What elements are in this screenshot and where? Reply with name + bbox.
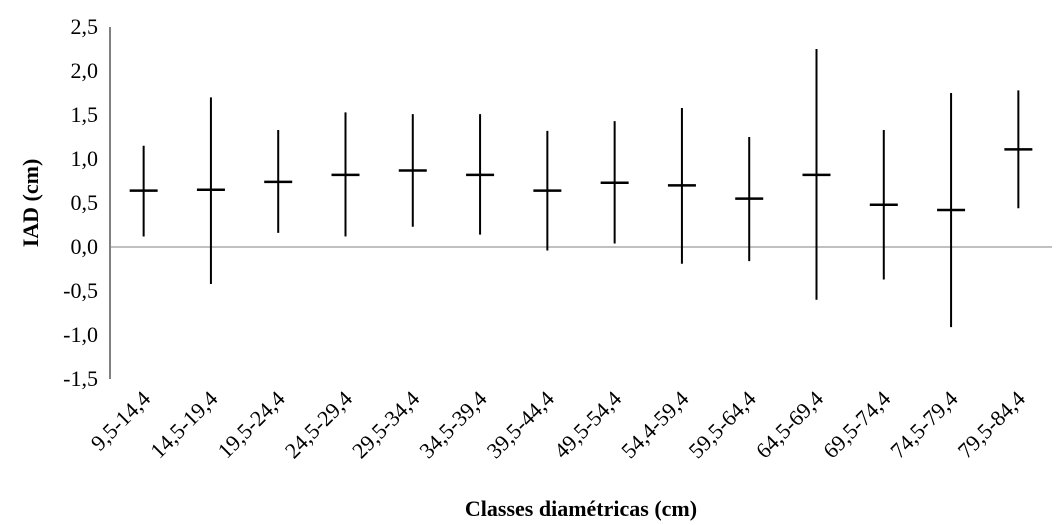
x-tick-labels: 9,5-14,414,5-19,419,5-24,424,5-29,429,5-… — [86, 386, 1030, 463]
x-tick-label: 54,4-59,4 — [616, 386, 693, 463]
error-bar — [331, 112, 360, 237]
error-bar — [600, 121, 629, 244]
x-tick-label: 34,5-39,4 — [414, 386, 491, 463]
y-tick-label: -1,5 — [63, 366, 98, 391]
y-tick-label: 2,5 — [71, 14, 99, 39]
x-tick-label: 39,5-44,4 — [482, 386, 559, 463]
error-bar — [466, 114, 495, 235]
y-tick-label: 2,0 — [71, 58, 99, 83]
y-tick-label: 1,0 — [71, 146, 99, 171]
error-bar — [802, 49, 831, 300]
error-bars — [129, 49, 1033, 328]
x-tick-label: 74,5-79,4 — [885, 386, 962, 463]
error-bar — [196, 97, 225, 284]
y-tick-label: -1,0 — [63, 322, 98, 347]
x-tick-label: 49,5-54,4 — [549, 386, 626, 463]
y-axis-title: IAD (cm) — [18, 159, 43, 248]
error-bar — [1004, 90, 1033, 209]
x-tick-label: 59,5-64,4 — [683, 386, 760, 463]
error-bar — [869, 129, 898, 280]
x-tick-label: 69,5-74,4 — [818, 386, 895, 463]
error-bar — [264, 129, 293, 233]
y-tick-label: 0,0 — [71, 234, 99, 259]
error-bar — [937, 93, 966, 328]
x-tick-label: 29,5-34,4 — [347, 386, 424, 463]
y-tick-labels: 2,5 2,0 1,5 1,0 0,5 0,0 -0,5 -1,0 -1,5 — [63, 14, 98, 391]
error-bar — [735, 137, 764, 262]
x-tick-label: 24,5-29,4 — [280, 386, 357, 463]
error-bar — [129, 145, 158, 237]
error-bar — [533, 130, 562, 251]
y-tick-label: 0,5 — [71, 190, 99, 215]
x-tick-label: 79,5-84,4 — [953, 386, 1030, 463]
x-tick-label: 19,5-24,4 — [212, 386, 289, 463]
error-bar — [398, 114, 427, 227]
x-axis-title: Classes diamétricas (cm) — [465, 496, 697, 521]
x-tick-label: 64,5-69,4 — [751, 386, 828, 463]
y-tick-label: -0,5 — [63, 278, 98, 303]
y-tick-label: 1,5 — [71, 102, 99, 127]
error-bar — [667, 107, 696, 264]
x-tick-label: 14,5-19,4 — [145, 386, 222, 463]
